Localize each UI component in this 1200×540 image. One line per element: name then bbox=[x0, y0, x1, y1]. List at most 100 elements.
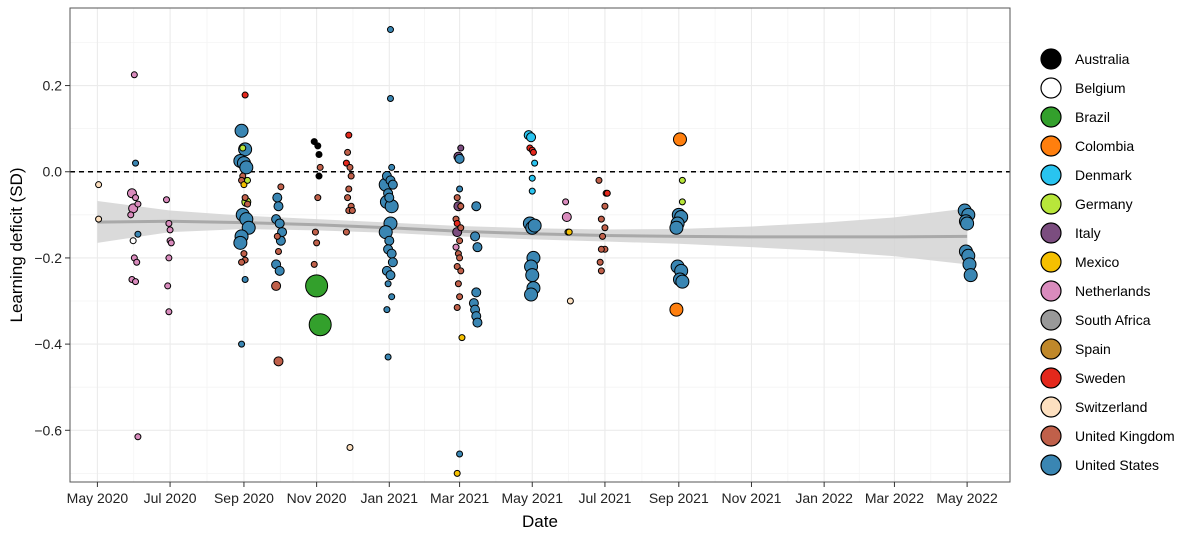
legend-item: Germany bbox=[1040, 193, 1133, 215]
data-point bbox=[274, 218, 285, 229]
legend-swatch bbox=[1040, 280, 1062, 302]
legend-label: Brazil bbox=[1075, 109, 1110, 125]
data-point bbox=[311, 228, 319, 236]
data-point bbox=[345, 185, 353, 193]
data-point bbox=[244, 200, 252, 208]
data-point bbox=[274, 265, 285, 276]
data-point bbox=[386, 248, 397, 259]
data-point bbox=[134, 200, 142, 208]
data-point bbox=[127, 211, 135, 219]
data-point bbox=[165, 308, 173, 316]
data-point bbox=[132, 159, 140, 167]
legend-swatch bbox=[1040, 48, 1062, 70]
legend-label: Switzerland bbox=[1075, 399, 1147, 415]
legend-swatch bbox=[1040, 77, 1062, 99]
data-point bbox=[963, 268, 978, 283]
data-point bbox=[130, 71, 138, 79]
data-point bbox=[241, 194, 249, 202]
data-point bbox=[384, 280, 392, 288]
data-point bbox=[599, 232, 607, 240]
legend-swatch bbox=[1040, 454, 1062, 476]
data-point bbox=[383, 306, 391, 314]
y-tick-label: −0.2 bbox=[34, 250, 62, 266]
legend-label: Mexico bbox=[1075, 254, 1120, 270]
data-point bbox=[525, 268, 540, 283]
data-point bbox=[233, 235, 248, 250]
data-point bbox=[274, 247, 282, 255]
data-point bbox=[528, 187, 536, 195]
legend-item: United Kingdom bbox=[1040, 425, 1175, 447]
data-point bbox=[315, 151, 323, 159]
data-point bbox=[527, 218, 542, 233]
data-point bbox=[452, 243, 460, 251]
data-point bbox=[472, 317, 483, 328]
data-point bbox=[388, 163, 396, 171]
data-point bbox=[129, 237, 137, 245]
data-point bbox=[308, 313, 332, 337]
data-point bbox=[134, 433, 142, 441]
legend-item: United States bbox=[1040, 454, 1159, 476]
x-tick-label: Sep 2020 bbox=[214, 490, 274, 506]
data-point bbox=[348, 207, 356, 215]
plot-border bbox=[69, 7, 1011, 483]
y-tick-label: 0.0 bbox=[43, 164, 63, 180]
legend-swatch bbox=[1040, 164, 1062, 186]
data-point bbox=[678, 176, 686, 184]
data-point bbox=[167, 239, 175, 247]
legend-item: South Africa bbox=[1040, 309, 1151, 331]
data-point bbox=[601, 202, 609, 210]
x-tick-label: Nov 2021 bbox=[722, 490, 782, 506]
data-point bbox=[313, 239, 321, 247]
x-tick-label: Mar 2022 bbox=[865, 490, 924, 506]
data-point bbox=[456, 450, 464, 458]
data-point bbox=[454, 280, 462, 288]
data-point bbox=[454, 153, 465, 164]
x-tick-label: Jan 2022 bbox=[795, 490, 853, 506]
data-point bbox=[678, 198, 686, 206]
data-point bbox=[346, 444, 354, 452]
x-tick-label: May 2020 bbox=[67, 490, 129, 506]
data-point bbox=[238, 258, 246, 266]
data-point bbox=[562, 198, 570, 206]
data-point bbox=[675, 274, 690, 289]
data-point bbox=[669, 220, 684, 235]
legend-label: Spain bbox=[1075, 341, 1111, 357]
legend-item: Australia bbox=[1040, 48, 1130, 70]
legend-swatch bbox=[1040, 425, 1062, 447]
data-point bbox=[456, 254, 464, 262]
data-point bbox=[453, 303, 461, 311]
data-point bbox=[456, 237, 464, 245]
data-point bbox=[316, 163, 324, 171]
data-point bbox=[384, 192, 395, 203]
legend-swatch bbox=[1040, 309, 1062, 331]
legend-swatch bbox=[1040, 135, 1062, 157]
x-tick-label: Jul 2020 bbox=[144, 490, 197, 506]
data-point bbox=[387, 257, 398, 268]
data-point bbox=[344, 194, 352, 202]
data-point bbox=[386, 26, 394, 34]
x-tick-label: May 2022 bbox=[936, 490, 998, 506]
data-point bbox=[601, 224, 609, 232]
data-point bbox=[165, 254, 173, 262]
y-axis: 0.2 0.0 −0.2 −0.4 −0.6 bbox=[34, 78, 70, 438]
points-layer bbox=[95, 26, 978, 477]
legend-swatch bbox=[1040, 222, 1062, 244]
data-point bbox=[531, 159, 539, 167]
data-point bbox=[528, 174, 536, 182]
data-point bbox=[239, 144, 247, 152]
data-point bbox=[456, 185, 464, 193]
legend-item: Denmark bbox=[1040, 164, 1133, 186]
legend-label: Colombia bbox=[1075, 138, 1134, 154]
data-point bbox=[472, 242, 483, 253]
legend-label: South Africa bbox=[1075, 312, 1151, 328]
data-point bbox=[273, 201, 284, 212]
legend-swatch bbox=[1040, 106, 1062, 128]
x-tick-label: Nov 2020 bbox=[287, 490, 347, 506]
data-point bbox=[597, 245, 605, 253]
y-tick-label: −0.6 bbox=[34, 422, 62, 438]
legend-swatch bbox=[1040, 338, 1062, 360]
data-point bbox=[239, 160, 254, 175]
legend-label: United States bbox=[1075, 457, 1159, 473]
